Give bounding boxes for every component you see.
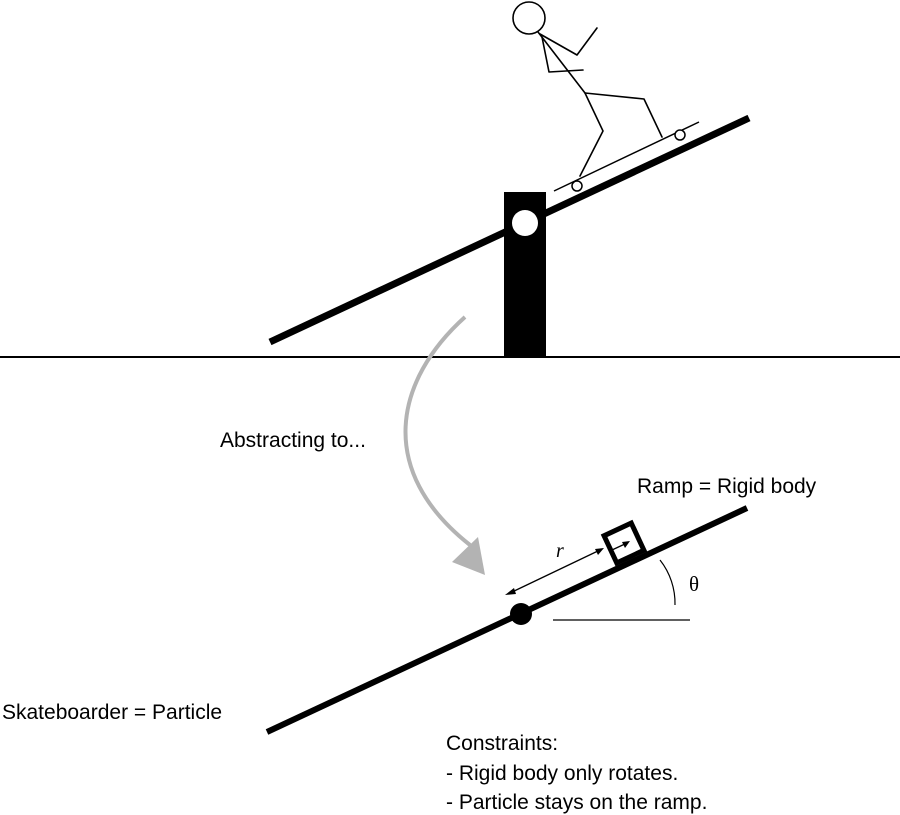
- skateboarder-label: Skateboarder = Particle: [2, 701, 222, 725]
- constraints-title: Constraints:: [446, 732, 558, 756]
- skateboard-wheel-left: [572, 181, 582, 191]
- angle-arc: [660, 560, 675, 605]
- angle-symbol: θ: [689, 572, 699, 596]
- abstraction-arrow: [405, 317, 470, 545]
- figure-head: [513, 2, 545, 34]
- pivot-hole: [512, 210, 538, 236]
- ramp-label: Ramp = Rigid body: [637, 475, 816, 499]
- radius-arrow: [505, 548, 604, 595]
- abstracting-label: Abstracting to...: [220, 429, 366, 453]
- constraint-item: - Rigid body only rotates.: [446, 762, 678, 786]
- particle: [510, 603, 532, 625]
- skateboard: [554, 122, 699, 191]
- constraint-item: - Particle stays on the ramp.: [446, 791, 707, 815]
- skateboard-wheel-right: [675, 130, 685, 140]
- radius-symbol: r: [556, 540, 564, 562]
